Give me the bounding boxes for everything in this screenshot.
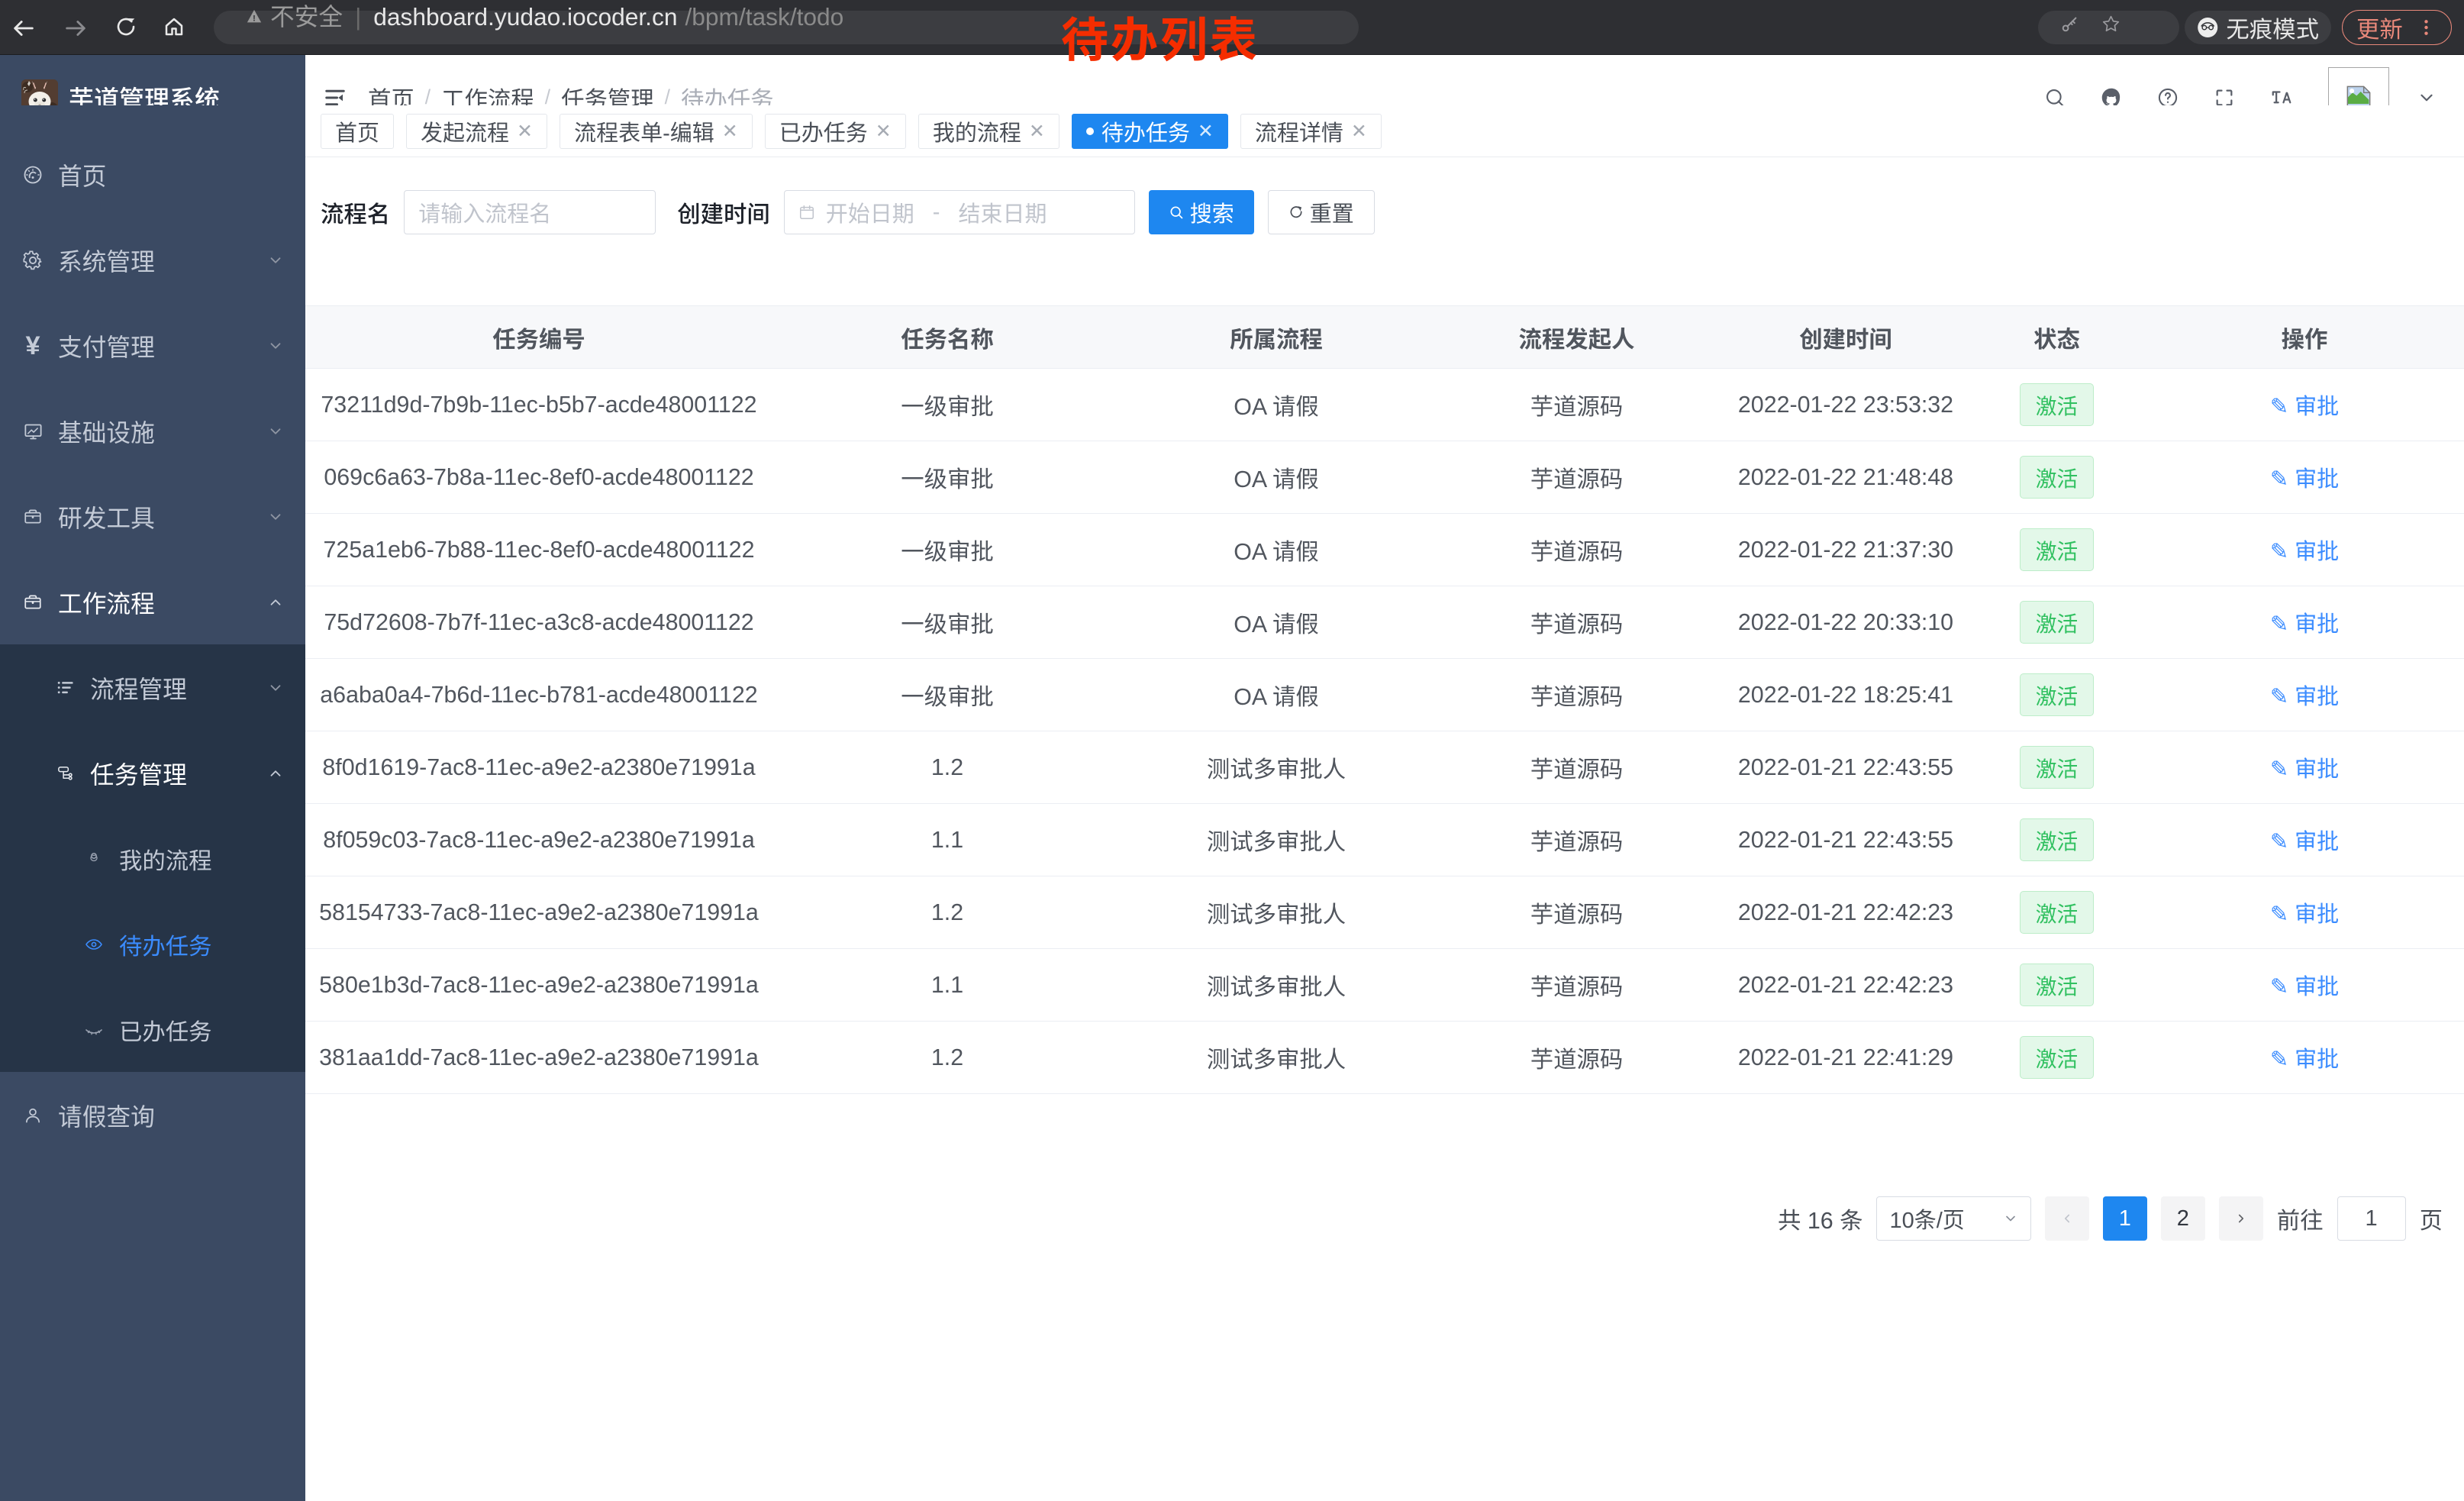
svg-text:!: ! <box>253 15 256 24</box>
